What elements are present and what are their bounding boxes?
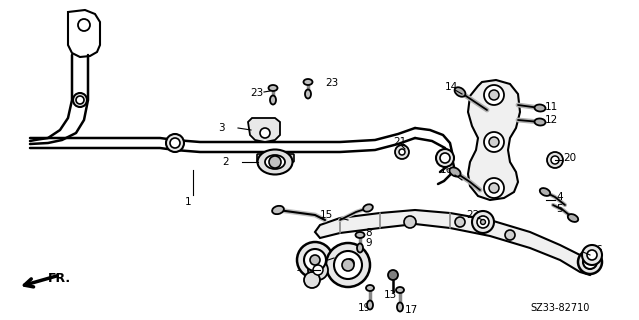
Circle shape [578,250,602,274]
Circle shape [399,149,405,155]
Circle shape [583,255,597,269]
Circle shape [341,254,359,272]
Circle shape [388,270,398,280]
Circle shape [455,217,465,227]
Text: 8: 8 [365,228,372,238]
Text: 5: 5 [556,204,562,214]
Ellipse shape [534,105,546,111]
Circle shape [481,220,486,225]
FancyBboxPatch shape [257,154,294,162]
Circle shape [477,216,489,228]
Circle shape [472,211,494,233]
Circle shape [269,156,281,168]
Polygon shape [68,10,100,57]
Ellipse shape [270,95,276,105]
Circle shape [505,230,515,240]
Ellipse shape [305,90,311,99]
Text: 22: 22 [466,210,479,220]
Polygon shape [248,118,280,142]
Circle shape [334,251,362,279]
Ellipse shape [534,118,546,125]
Text: 9: 9 [365,238,372,248]
Ellipse shape [367,300,373,309]
Circle shape [547,152,563,168]
Circle shape [489,90,499,100]
Circle shape [440,153,450,163]
Text: 4: 4 [556,192,562,202]
Circle shape [484,85,504,105]
Circle shape [436,149,454,167]
Circle shape [313,265,323,275]
Ellipse shape [454,87,465,97]
Ellipse shape [272,206,284,214]
Circle shape [326,243,370,287]
Circle shape [489,183,499,193]
Text: 10: 10 [312,249,325,259]
Text: 23: 23 [325,78,338,88]
Text: 15: 15 [320,210,334,220]
Circle shape [78,19,90,31]
Circle shape [304,249,326,271]
Circle shape [404,216,416,228]
Circle shape [308,260,328,280]
Circle shape [484,178,504,198]
Text: 13: 13 [384,290,397,300]
Circle shape [310,255,320,265]
Text: 21: 21 [393,137,406,147]
Circle shape [335,248,365,278]
Ellipse shape [268,85,277,91]
Ellipse shape [540,188,550,196]
Circle shape [587,250,597,260]
Text: 14: 14 [445,82,458,92]
Circle shape [484,132,504,152]
Text: 2: 2 [222,157,229,167]
Text: 1: 1 [185,197,191,207]
Circle shape [170,138,180,148]
Text: 16: 16 [440,165,453,175]
Ellipse shape [357,244,363,252]
Circle shape [260,128,270,138]
Circle shape [342,259,354,271]
Ellipse shape [304,79,312,85]
Text: 11: 11 [545,102,558,112]
Text: FR.: FR. [48,271,71,284]
Ellipse shape [363,204,373,212]
Ellipse shape [449,167,461,177]
Text: 6: 6 [595,245,602,255]
Polygon shape [315,210,595,275]
Text: 3: 3 [218,123,225,133]
Text: SZ33-82710: SZ33-82710 [530,303,589,313]
Circle shape [346,259,354,267]
Text: 7: 7 [595,257,602,267]
Ellipse shape [265,155,285,169]
Circle shape [73,93,87,107]
Text: 12: 12 [545,115,558,125]
Ellipse shape [366,285,374,291]
Ellipse shape [355,232,364,238]
Circle shape [297,242,333,278]
Circle shape [489,137,499,147]
Ellipse shape [397,302,403,311]
Ellipse shape [258,149,293,174]
Text: 20: 20 [563,153,576,163]
Polygon shape [468,80,520,200]
Text: 23: 23 [250,88,263,98]
Circle shape [76,96,84,104]
Circle shape [582,245,602,265]
Circle shape [395,145,409,159]
Circle shape [166,134,184,152]
Ellipse shape [396,287,404,293]
Text: 19: 19 [358,303,371,313]
Text: 18: 18 [296,263,309,273]
Circle shape [551,156,559,164]
Circle shape [304,272,320,288]
Ellipse shape [568,214,578,222]
Text: 17: 17 [405,305,419,315]
